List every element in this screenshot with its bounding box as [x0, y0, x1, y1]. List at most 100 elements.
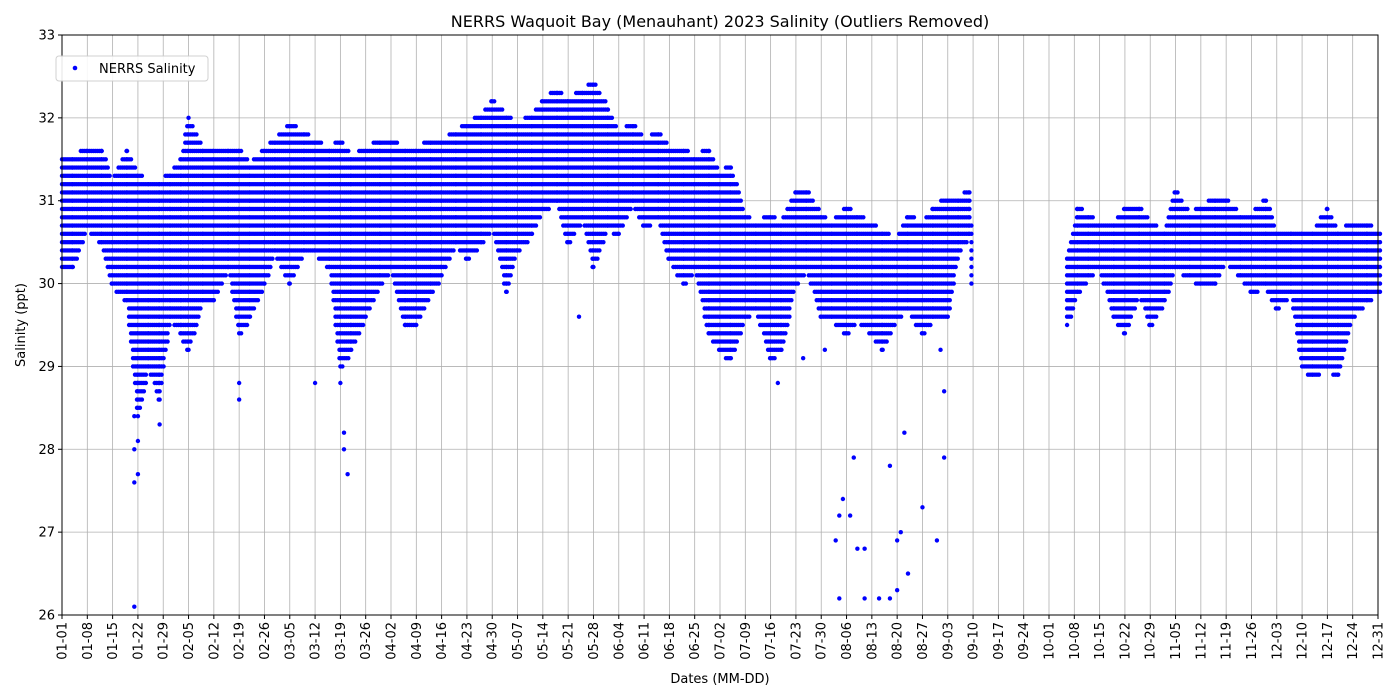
- data-point: [137, 405, 143, 411]
- data-point: [512, 256, 517, 261]
- data-point: [194, 322, 199, 328]
- data-point: [186, 115, 191, 121]
- data-point: [128, 157, 134, 162]
- data-point: [379, 281, 385, 286]
- data-point: [165, 339, 170, 344]
- data-points: [59, 82, 1383, 609]
- data-point: [299, 256, 304, 261]
- data-point: [375, 289, 380, 295]
- data-point: [439, 273, 444, 278]
- data-point: [422, 306, 427, 311]
- data-point: [259, 289, 265, 295]
- data-point: [132, 165, 138, 170]
- data-point: [349, 347, 354, 353]
- data-point: [270, 256, 275, 261]
- data-point: [186, 347, 191, 353]
- data-point: [363, 314, 368, 319]
- data-point: [219, 281, 224, 286]
- data-point: [161, 364, 166, 369]
- data-point: [346, 148, 351, 154]
- data-point: [447, 256, 452, 261]
- data-point: [157, 389, 162, 394]
- data-point: [190, 123, 195, 129]
- data-point: [546, 206, 552, 212]
- data-point: [268, 264, 273, 270]
- data-point: [215, 289, 221, 295]
- data-point: [481, 239, 486, 245]
- data-point: [157, 397, 162, 402]
- data-point: [367, 306, 372, 311]
- data-point: [251, 306, 257, 311]
- data-point: [537, 215, 543, 220]
- data-point: [143, 372, 149, 377]
- data-point: [474, 248, 480, 253]
- data-point: [165, 331, 170, 336]
- data-point: [360, 322, 366, 328]
- data-point: [266, 273, 271, 278]
- data-point: [244, 322, 250, 328]
- data-point: [163, 347, 168, 353]
- data-point: [80, 239, 85, 245]
- data-point: [306, 132, 311, 137]
- data-point: [103, 157, 108, 162]
- data-point: [74, 256, 80, 261]
- data-point: [414, 322, 419, 328]
- data-point: [192, 331, 197, 336]
- data-point: [139, 397, 145, 402]
- data-point: [161, 355, 166, 361]
- data-point: [238, 148, 244, 154]
- data-point: [504, 289, 509, 295]
- data-point: [143, 380, 149, 386]
- data-point: [198, 306, 203, 311]
- data-point: [194, 132, 199, 137]
- data-point: [124, 148, 130, 154]
- data-point: [223, 273, 228, 278]
- data-point: [506, 281, 511, 286]
- data-point: [295, 264, 300, 270]
- data-point: [139, 173, 145, 179]
- data-point: [371, 297, 376, 303]
- data-point: [238, 331, 244, 336]
- data-point: [293, 123, 298, 129]
- data-point: [159, 372, 164, 377]
- data-point: [291, 273, 296, 278]
- data-point: [211, 297, 217, 303]
- data-point: [451, 248, 456, 253]
- data-point: [340, 140, 345, 145]
- data-point: [105, 165, 110, 170]
- data-point: [508, 115, 513, 121]
- data-point: [244, 157, 250, 162]
- data-point: [529, 231, 535, 237]
- data-point: [159, 380, 164, 386]
- data-point: [353, 339, 358, 344]
- data-point: [436, 281, 441, 286]
- data-point: [525, 239, 530, 245]
- data-point: [340, 364, 345, 369]
- data-point: [418, 314, 423, 319]
- data-point: [510, 264, 515, 270]
- data-point: [394, 140, 400, 145]
- data-point: [346, 355, 351, 361]
- data-point: [99, 148, 104, 154]
- data-point: [443, 264, 448, 270]
- data-point: [82, 231, 87, 237]
- data-point: [76, 248, 82, 253]
- data-point: [70, 264, 76, 270]
- data-point: [499, 107, 505, 112]
- chart-title: NERRS Waquoit Bay (Menauhant) 2023 Salin…: [451, 12, 989, 31]
- data-point: [466, 256, 472, 261]
- data-point: [318, 140, 324, 145]
- data-point: [141, 389, 147, 394]
- data-point: [385, 273, 391, 278]
- data-point: [517, 248, 522, 253]
- data-point: [167, 322, 172, 328]
- data-point: [287, 281, 292, 286]
- data-point: [198, 140, 203, 145]
- data-point: [356, 331, 362, 336]
- data-point: [107, 173, 112, 179]
- data-point: [487, 231, 492, 237]
- data-point: [255, 297, 261, 303]
- data-point: [188, 339, 193, 344]
- data-point: [247, 314, 253, 319]
